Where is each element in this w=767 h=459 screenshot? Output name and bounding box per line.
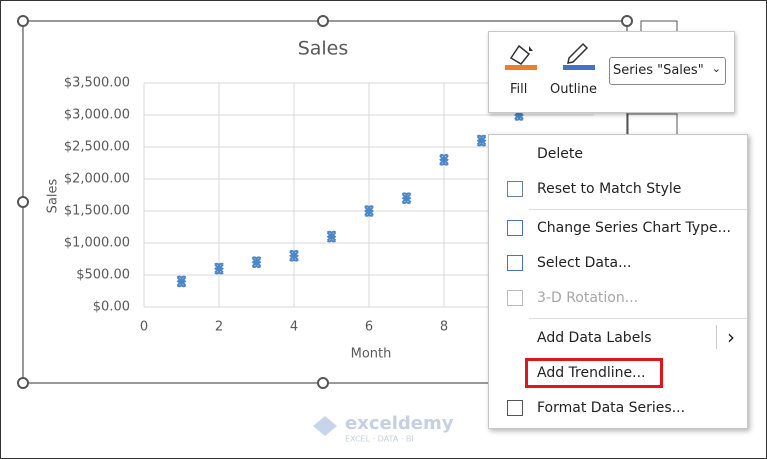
grid: $0.00 $500.00 $1,000.00 $1,500.00 $2,000.00 $… [64, 76, 594, 335]
mini-toolbar: Fill Outline Series "Sales" ⌄ [488, 31, 735, 113]
fill-button[interactable]: Fill [510, 82, 528, 97]
x-tick-label: 2 [215, 320, 223, 335]
point [401, 192, 412, 204]
menu-icon [507, 290, 523, 306]
point [476, 134, 487, 147]
menu-icon [507, 255, 523, 271]
y-tick-label: $3,500.00 [64, 76, 130, 91]
y-tick-label: $0.00 [93, 300, 130, 315]
chart-filters-button[interactable] [627, 113, 678, 137]
x-axis-label: Month [351, 347, 392, 362]
menu-item-label: Change Series Chart Type... [537, 220, 731, 236]
series-dropdown-text: Series "Sales" [613, 63, 704, 78]
menu-item[interactable]: Format Data Series... [489, 391, 747, 425]
dropdown-arrow: ⌄ [711, 62, 721, 75]
menu-icon [507, 181, 523, 197]
menu-item[interactable]: Reset to Match Style [489, 172, 747, 206]
menu-item[interactable]: Change Series Chart Type... [489, 211, 747, 245]
menu-item[interactable]: Select Data... [489, 246, 747, 280]
menu-item-label: 3-D Rotation... [537, 290, 639, 306]
menu-item-label: Delete [537, 146, 583, 162]
menu-item-label: Add Data Labels [537, 330, 652, 346]
menu-icon [507, 400, 523, 416]
y-tick-label: $1,000.00 [64, 236, 130, 251]
outline-button[interactable]: Outline [550, 82, 598, 97]
point [326, 230, 337, 243]
watermark: exceldemy EXCEL · DATA · BI [313, 413, 454, 444]
outline-icon[interactable] [559, 38, 619, 84]
resize-handles[interactable] [17, 15, 633, 389]
point [364, 205, 374, 217]
y-tick-label: $2,000.00 [64, 172, 130, 187]
menu-item[interactable]: Delete [489, 137, 747, 171]
menu-item[interactable]: Add Trendline... [489, 356, 747, 390]
watermark-tagline: EXCEL · DATA · BI [345, 435, 414, 444]
y-tick-label: $500.00 [76, 268, 130, 283]
menu-item-label: Add Trendline... [537, 365, 646, 381]
point [289, 250, 299, 262]
submenu-arrow: › [716, 325, 735, 349]
point [439, 154, 449, 166]
series-dropdown[interactable]: Series "Sales" ⌄ [609, 57, 726, 85]
y-tick-label: $3,000.00 [64, 108, 130, 123]
point [214, 262, 224, 275]
watermark-name: exceldemy [345, 413, 454, 434]
x-tick-label: 8 [440, 320, 448, 335]
x-tick-label: 4 [290, 320, 298, 335]
menu-item-label: Reset to Match Style [537, 181, 682, 197]
y-tick-label: $2,500.00 [64, 140, 130, 155]
y-tick-label: $1,500.00 [64, 204, 130, 219]
menu-icon [507, 220, 523, 236]
x-tick-label: 0 [140, 320, 148, 335]
fill-icon[interactable] [501, 38, 561, 84]
y-axis-label: Sales [46, 178, 61, 213]
menu-item-label: Select Data... [537, 255, 632, 271]
menu-item[interactable]: Add Data Labels › [489, 321, 747, 355]
x-tick-label: 6 [365, 320, 373, 335]
menu-separator [529, 209, 747, 210]
highlight-box [525, 358, 663, 388]
menu-separator [529, 318, 747, 319]
menu-item: 3-D Rotation... [489, 281, 747, 315]
point [176, 275, 187, 288]
menu-item-label: Format Data Series... [537, 400, 686, 416]
context-menu: Delete Reset to Match Style Change Series … [488, 134, 748, 429]
chart-title: Sales [298, 38, 349, 60]
point [251, 256, 262, 268]
